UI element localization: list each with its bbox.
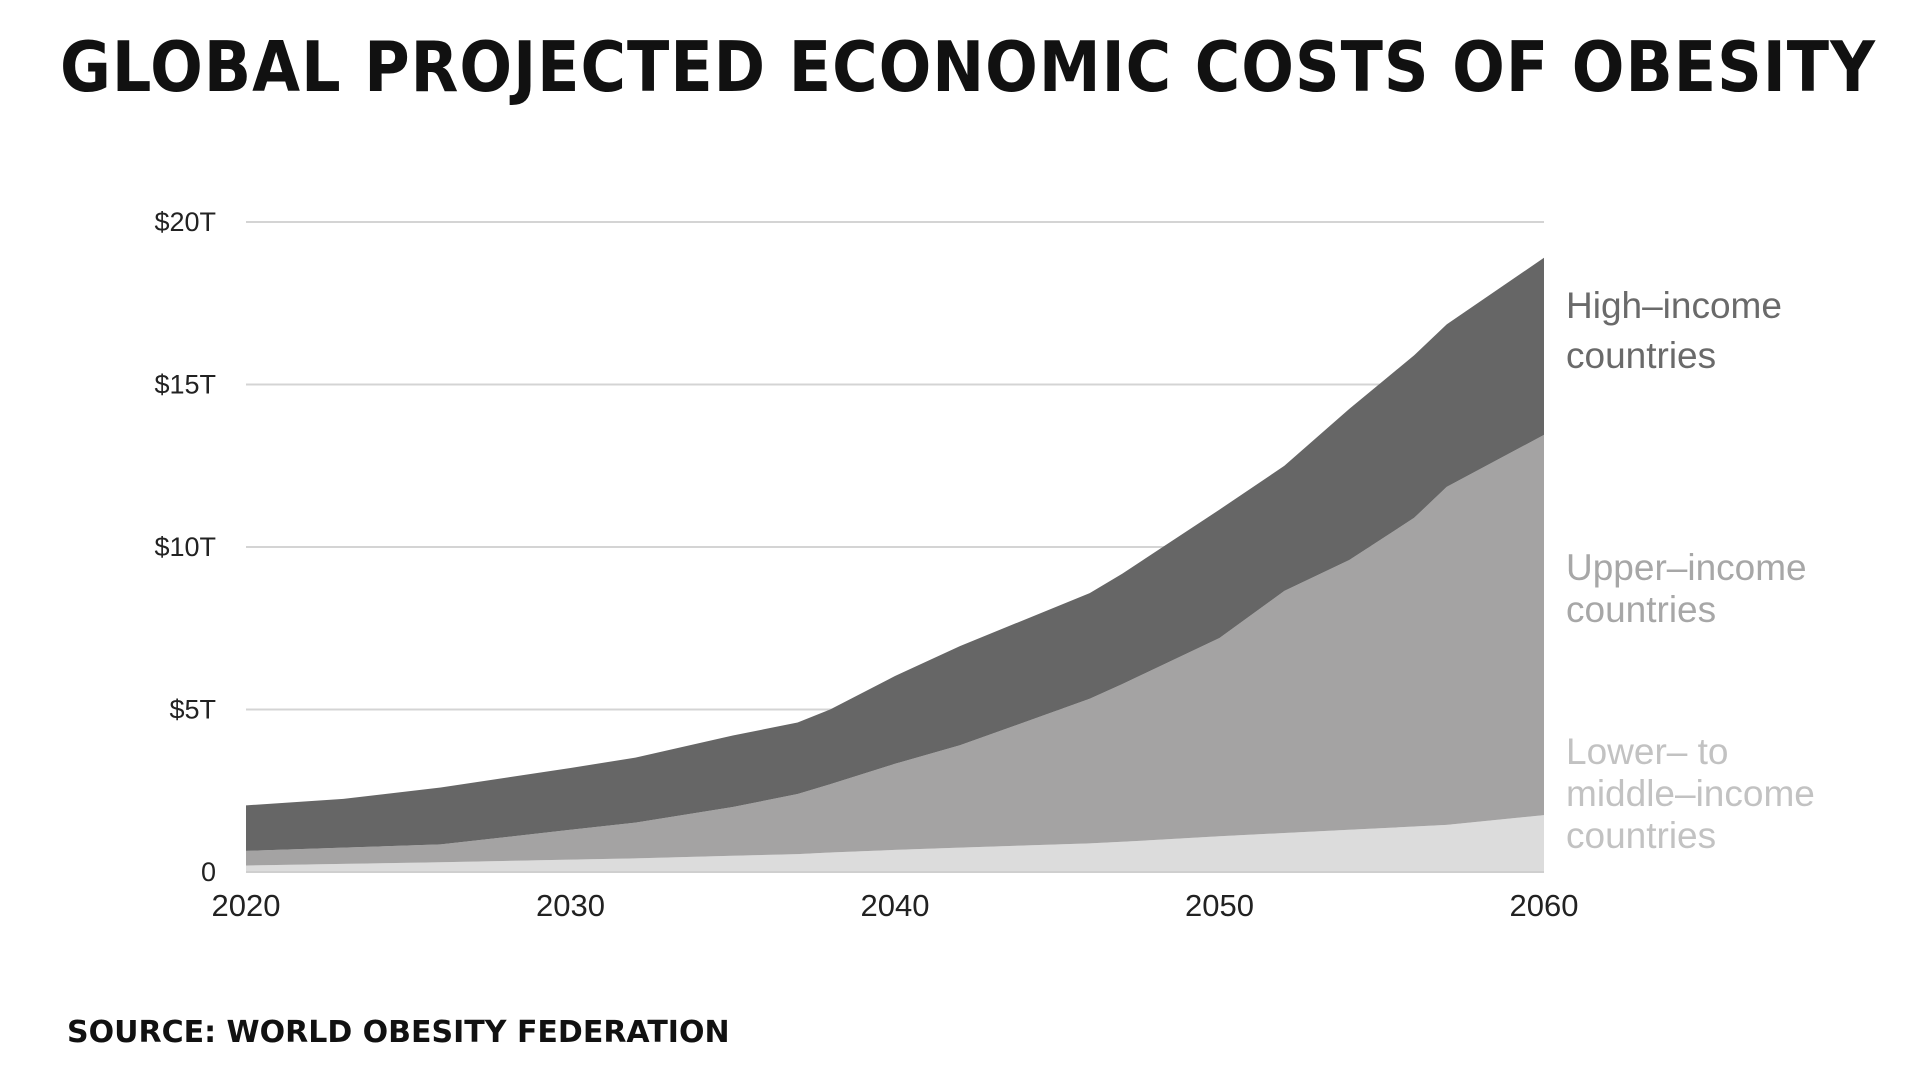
source-note: SOURCE: WORLD OBESITY FEDERATION <box>67 1015 730 1050</box>
legend-label: Upper–income <box>1566 547 1807 588</box>
area-high-income <box>246 257 1544 851</box>
x-tick-label: 2060 <box>1510 888 1579 923</box>
axes: 0 $5T $10T $15T $20T 2020 2030 2040 2050 2060 <box>154 207 1578 923</box>
legend-item-high-income: High–income countries <box>1566 285 1782 376</box>
x-tick-label: 2020 <box>212 888 281 923</box>
area-lower-income <box>246 815 1544 872</box>
y-tick-label: $10T <box>154 532 216 562</box>
x-tick-label: 2050 <box>1185 888 1254 923</box>
x-tick-label: 2040 <box>861 888 930 923</box>
y-tick-label: $15T <box>154 370 216 400</box>
y-tick-label: $20T <box>154 207 216 237</box>
y-tick-label: $5T <box>169 695 216 725</box>
legend-label: middle–income <box>1566 773 1815 814</box>
area-series <box>246 257 1544 872</box>
y-tick-label: 0 <box>201 857 216 887</box>
legend-label: countries <box>1566 335 1716 376</box>
legend-label: High–income <box>1566 285 1782 326</box>
area-upper-income <box>246 434 1544 866</box>
x-tick-label: 2030 <box>536 888 605 923</box>
legend-label: countries <box>1566 589 1716 630</box>
legend-label: Lower– to <box>1566 731 1729 772</box>
legend: High–incomecountriesUpper–incomecountrie… <box>1566 285 1815 856</box>
legend-label: countries <box>1566 815 1716 856</box>
chart-title: GLOBAL PROJECTED ECONOMIC COSTS OF OBESI… <box>60 26 1876 108</box>
